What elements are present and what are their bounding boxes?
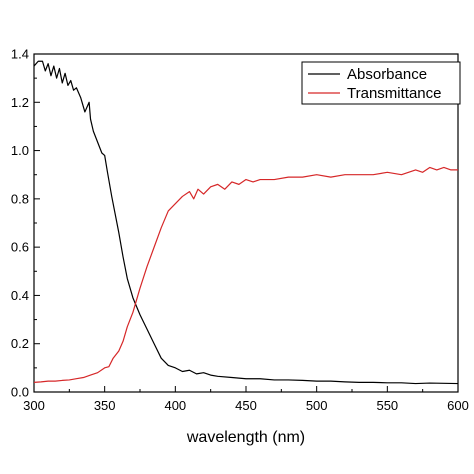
x-tick-label: 450 [235,398,257,413]
x-axis-title: wavelength (nm) [186,429,305,446]
y-axis: 0.0 0.2 0.4 0.6 0.8 1.0 1.2 1.4 [11,47,40,400]
legend: Absorbance Transmittance [301,61,461,105]
x-tick-label: 350 [94,398,116,413]
series-layer [33,60,459,385]
y-tick-label: 0.4 [11,288,29,303]
series-line-transmittance [33,166,458,383]
y-tick-label: 0.6 [11,240,29,255]
plot-frame [33,53,459,393]
y-tick-label: 0.8 [11,191,29,206]
legend-label: Absorbance [347,66,427,83]
y-tick-label: 1.4 [11,47,29,62]
x-axis: 300 350 400 450 500 550 600 [23,386,469,413]
x-tick-label: 600 [447,398,469,413]
x-tick-label: 500 [306,398,328,413]
x-tick-label: 300 [23,398,45,413]
legend-label: Transmittance [347,85,441,102]
legend-box [301,61,461,105]
y-tick-label: 1.0 [11,143,29,158]
y-tick-label: 0.2 [11,336,29,351]
y-tick-label: 1.2 [11,95,29,110]
x-tick-label: 400 [164,398,186,413]
series-line-absorbance [33,60,459,385]
x-tick-label: 550 [376,398,398,413]
y-tick-label: 0.0 [11,385,29,400]
